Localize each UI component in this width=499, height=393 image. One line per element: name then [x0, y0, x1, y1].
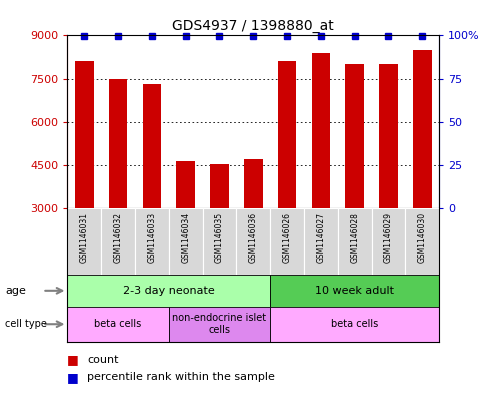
Text: GSM1146026: GSM1146026 [282, 212, 291, 263]
Text: GSM1146030: GSM1146030 [418, 212, 427, 263]
Text: GSM1146036: GSM1146036 [249, 212, 258, 263]
Bar [413, 50, 432, 208]
Bar [270, 307, 439, 342]
Bar [67, 208, 101, 275]
Text: GSM1146029: GSM1146029 [384, 212, 393, 263]
Bar [405, 208, 439, 275]
Bar [169, 307, 270, 342]
Text: GSM1146034: GSM1146034 [181, 212, 190, 263]
Bar [169, 208, 203, 275]
Text: age: age [5, 286, 26, 296]
Bar [237, 208, 270, 275]
Bar [270, 275, 439, 307]
Bar [135, 208, 169, 275]
Text: GSM1146032: GSM1146032 [114, 212, 123, 263]
Bar [304, 208, 338, 275]
Bar [311, 53, 330, 208]
Bar [345, 64, 364, 208]
Bar [143, 84, 161, 208]
Text: GSM1146033: GSM1146033 [147, 212, 156, 263]
Title: GDS4937 / 1398880_at: GDS4937 / 1398880_at [172, 19, 334, 33]
Bar [75, 61, 93, 208]
Bar [101, 208, 135, 275]
Text: beta cells: beta cells [331, 319, 378, 329]
Bar [67, 307, 169, 342]
Bar [210, 163, 229, 208]
Bar [244, 159, 262, 208]
Text: non-endocrine islet
cells: non-endocrine islet cells [172, 314, 266, 335]
Bar [203, 208, 237, 275]
Text: percentile rank within the sample: percentile rank within the sample [87, 372, 275, 382]
Bar [379, 64, 398, 208]
Bar [278, 61, 296, 208]
Text: ■: ■ [67, 371, 79, 384]
Text: 10 week adult: 10 week adult [315, 286, 394, 296]
Text: GSM1146028: GSM1146028 [350, 212, 359, 263]
Text: 2-3 day neonate: 2-3 day neonate [123, 286, 215, 296]
Text: beta cells: beta cells [94, 319, 142, 329]
Bar [338, 208, 372, 275]
Bar [372, 208, 405, 275]
Bar [270, 208, 304, 275]
Bar [176, 161, 195, 208]
Text: count: count [87, 354, 119, 365]
Text: GSM1146027: GSM1146027 [316, 212, 325, 263]
Text: ■: ■ [67, 353, 79, 366]
Text: GSM1146031: GSM1146031 [80, 212, 89, 263]
Bar [67, 275, 270, 307]
Text: GSM1146035: GSM1146035 [215, 212, 224, 263]
Text: cell type: cell type [5, 319, 47, 329]
Bar [109, 79, 127, 208]
